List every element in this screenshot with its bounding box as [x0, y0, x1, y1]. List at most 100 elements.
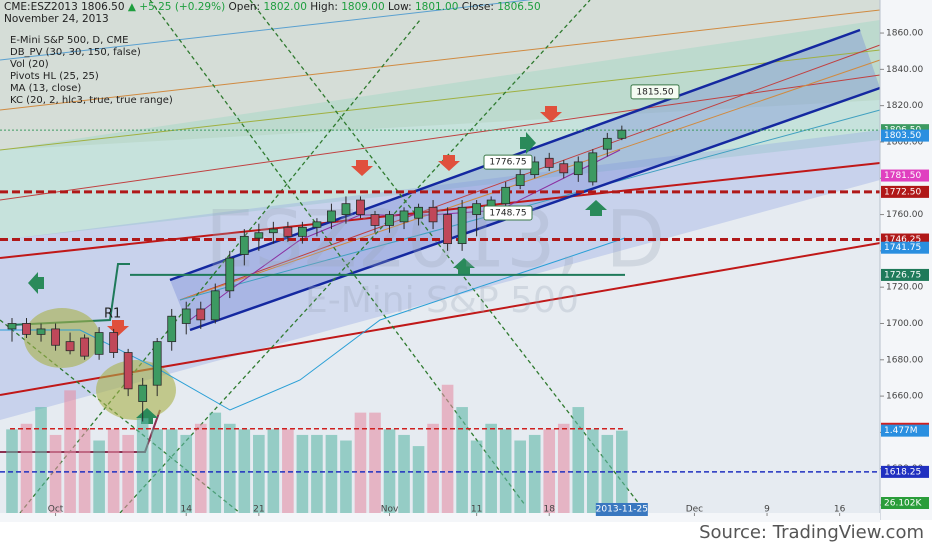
up-arrow [585, 200, 607, 216]
x-tick-label: 11 [471, 505, 482, 515]
annotation-label: 1748.75 [489, 208, 526, 218]
candle-body [385, 214, 394, 226]
volume-bar [209, 412, 222, 513]
candle-body [283, 226, 293, 237]
candle-body [573, 161, 583, 176]
volume-bar [470, 440, 483, 513]
candle-body [51, 328, 60, 346]
open-value: 1802.00 [263, 1, 306, 13]
candle-body [7, 323, 17, 330]
y-tick-label: 1820.00 [886, 101, 923, 111]
fan-line [0, 74, 881, 201]
candle-body [414, 206, 423, 219]
level-label: 1781.50 [884, 171, 921, 181]
candle-body [327, 210, 336, 223]
candle-body [617, 129, 627, 139]
down-arrow [351, 160, 373, 176]
volume-bar [151, 429, 164, 513]
volume-bar [93, 440, 105, 513]
volume-bar [136, 418, 149, 513]
high-label: High: [310, 1, 338, 13]
y-tick-label: 1760.00 [886, 210, 923, 220]
y-tick-label: 1700.00 [886, 319, 923, 329]
volume-bar [485, 423, 497, 513]
volume-bar [49, 434, 62, 513]
volume-bar [427, 423, 439, 513]
x-tick-label: 9 [764, 505, 770, 515]
level-badge [881, 185, 929, 198]
right-arrow [520, 132, 536, 154]
candle-body [123, 352, 133, 390]
volume-bar [456, 407, 468, 513]
volume-bar [398, 434, 410, 513]
price-axis-panel [880, 0, 932, 520]
volume-bar [35, 407, 47, 513]
annotation-box [483, 154, 533, 170]
candle-body [225, 257, 235, 292]
candle-body [588, 152, 598, 183]
level-label: 1726.75 [884, 270, 921, 280]
fan-line [179, 59, 881, 301]
legend-entry: E-Mini S&P 500, D, CME [10, 35, 128, 46]
volume-badge-label: 1.477M [884, 426, 918, 436]
volume-bar [194, 423, 207, 513]
candle-body [602, 137, 612, 150]
low-value: 1801.00 [415, 1, 458, 13]
r1-label: R1 [104, 307, 121, 322]
x-tick-label: Nov [381, 505, 399, 515]
crosshair-date-box [595, 503, 648, 516]
low-label: Low: [388, 1, 412, 13]
volume-bar [528, 434, 541, 513]
y-tick-label: 1720.00 [886, 283, 923, 293]
candle-body [65, 341, 75, 352]
ma-line [189, 149, 621, 321]
candle-body [167, 315, 177, 343]
level-label: 1618.25 [884, 467, 921, 477]
down-arrow [540, 106, 562, 122]
x-tick-label: 16 [834, 505, 846, 515]
candle-body [181, 308, 191, 324]
trend-line [0, 162, 881, 259]
down-arrow [107, 320, 129, 336]
candle-body [501, 186, 511, 205]
high-value: 1809.00 [341, 1, 384, 13]
candle-body [312, 221, 322, 228]
candle-body [254, 232, 264, 239]
x-tick-label: Oct [48, 505, 64, 515]
time-axis-panel [0, 513, 880, 522]
legend-entry: DB_PV (30, 30, 150, false) [10, 47, 141, 58]
volume-bar [223, 423, 236, 513]
volume-bar [20, 423, 33, 513]
y-tick-label: 1860.00 [886, 29, 923, 39]
volume-bar [412, 446, 425, 513]
candle-body [515, 174, 525, 186]
price-badges: 1806.501803.501781.501772.501746.251741.… [881, 124, 929, 509]
time-axis: Oct 14 21 Nov 11 18 2013-11-25 Dec 9 16 [48, 503, 846, 516]
x-tick-label: Dec [686, 505, 703, 515]
volume-bar [296, 434, 309, 513]
candle-body [356, 199, 365, 215]
candle-body [36, 328, 46, 335]
fan-line [0, 9, 881, 111]
fan-line [0, 49, 881, 151]
volume-bar [369, 412, 381, 513]
candle-body [239, 235, 249, 255]
legend-entry: MA (13, close) [10, 83, 81, 94]
level-label: 1772.50 [884, 187, 921, 197]
volume-badge [881, 424, 929, 437]
volume-bar [354, 412, 367, 513]
candle-body [472, 203, 482, 215]
volume-bar [64, 390, 76, 513]
volume-bar [122, 434, 134, 513]
volume-bar [253, 434, 265, 513]
candle-body [341, 203, 351, 215]
candle-body [428, 206, 438, 223]
legend-entry: Vol (20) [10, 59, 49, 70]
candle-body [443, 214, 452, 245]
x-tick-label: 2013-11-25 [596, 505, 648, 515]
candle-body [210, 290, 220, 321]
y-tick-label: 1680.00 [886, 355, 923, 365]
annotation-label: 1776.75 [489, 158, 526, 168]
